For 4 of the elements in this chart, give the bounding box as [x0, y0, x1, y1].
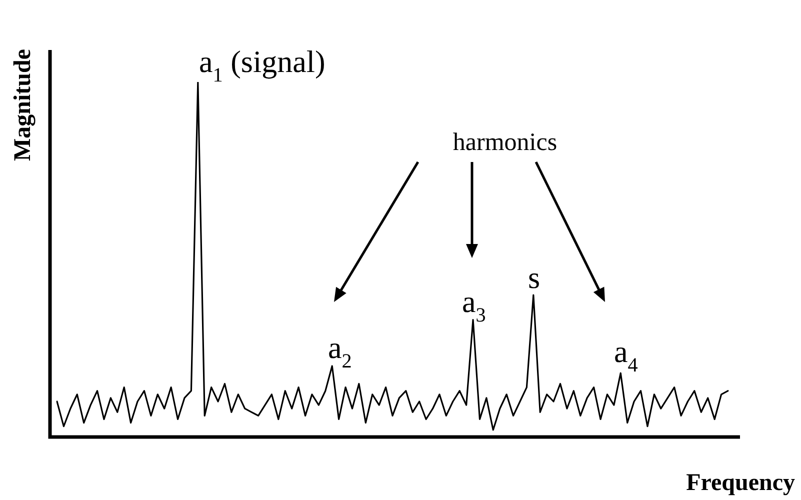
x-axis-title: Frequency — [686, 470, 795, 496]
annotation: harmonics — [452, 129, 558, 156]
annotation: s — [528, 260, 540, 295]
y-axis-title: Magnitude — [10, 48, 36, 162]
